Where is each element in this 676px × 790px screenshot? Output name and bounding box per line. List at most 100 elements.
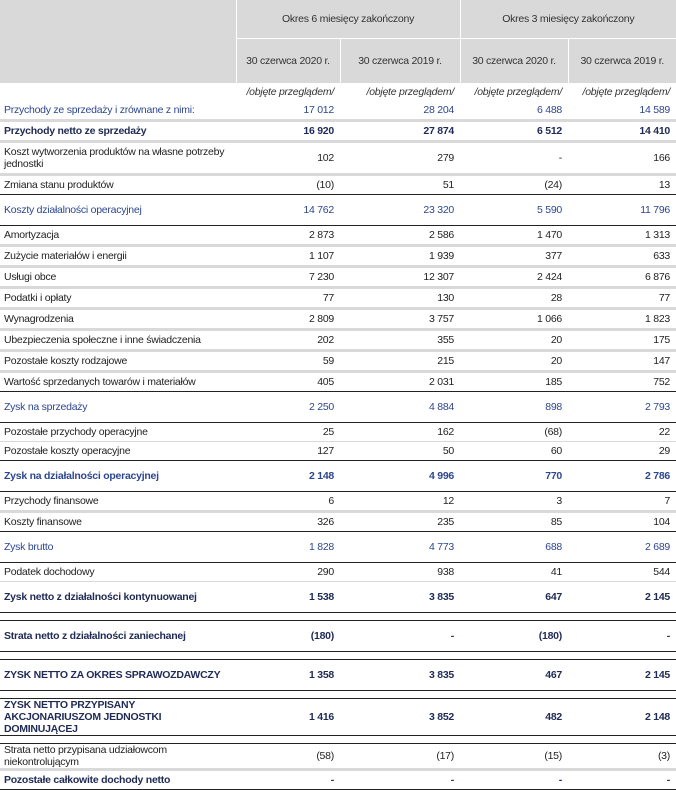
value-cell: 59: [236, 350, 340, 373]
value-cell: 1 470: [460, 225, 569, 247]
value-cell: 482: [460, 698, 569, 736]
value-cell: -: [568, 769, 676, 790]
table-row: Ubezpieczenia społeczne i inne świadczen…: [0, 329, 676, 352]
spacer-cell: [0, 735, 236, 744]
value-cell: 2 250: [236, 391, 340, 423]
value-cell: 355: [340, 329, 461, 352]
value-cell: 1 823: [568, 308, 676, 331]
value-cell: 11 796: [568, 194, 676, 226]
table-row: Koszty działalności operacyjnej 14 762 23 …: [0, 194, 676, 226]
value-cell: 2 145: [568, 581, 676, 613]
value-cell: 4 996: [340, 460, 461, 492]
review-note: /objęte przeglądem/: [582, 86, 671, 98]
table-row: ZYSK NETTO ZA OKRES SPRAWOZDAWCZY 1 358 3 …: [0, 659, 676, 691]
table-body: Przychody ze sprzedaży i zrównane z nimi…: [0, 101, 676, 790]
value-cell: 326: [236, 511, 340, 532]
spacer-row: [0, 690, 676, 699]
table-row: Usługi obce 7 230 12 307 2 424 6 876: [0, 266, 676, 289]
value-cell: 28 204: [340, 101, 461, 122]
spacer-cell: [236, 651, 340, 660]
value-cell: -: [460, 769, 569, 790]
value-cell: 28: [460, 287, 569, 310]
value-cell: 2 873: [236, 225, 340, 247]
value-cell: 938: [340, 562, 461, 582]
value-cell: 77: [236, 287, 340, 310]
spacer-cell: [460, 735, 569, 744]
value-cell: 16 920: [236, 120, 340, 143]
value-cell: (58): [236, 743, 340, 771]
value-cell: 14 589: [568, 101, 676, 122]
spacer-cell: [0, 612, 236, 621]
value-cell: 60: [460, 441, 569, 461]
table-row: Wynagrodzenia 2 809 3 757 1 066 1 823: [0, 308, 676, 331]
value-cell: 12: [340, 491, 461, 513]
value-cell: 2 145: [568, 659, 676, 691]
value-cell: -: [568, 620, 676, 652]
row-label: Przychody ze sprzedaży i zrównane z nimi…: [0, 101, 236, 122]
value-cell: 1 358: [236, 659, 340, 691]
row-label: Pozostałe całkowite dochody netto: [0, 769, 236, 790]
value-cell: 633: [568, 245, 676, 268]
value-cell: 6 876: [568, 266, 676, 289]
spacer-cell: [236, 735, 340, 744]
value-cell: (68): [460, 422, 569, 442]
table-row: ZYSK NETTO PRZYPISANY AKCJONARIUSZOM JED…: [0, 698, 676, 736]
spacer-cell: [236, 690, 340, 699]
table-row: Pozostałe całkowite dochody netto - - - -: [0, 769, 676, 790]
value-cell: 130: [340, 287, 461, 310]
table-row: Pozostałe przychody operacyjne 25 162 (68) 2…: [0, 422, 676, 442]
review-note: /objęte przeglądem/: [366, 86, 455, 98]
value-cell: 3: [460, 491, 569, 513]
spacer-cell: [568, 690, 676, 699]
table-row: Amortyzacja 2 873 2 586 1 470 1 313: [0, 225, 676, 247]
row-label: Zysk netto z działalności kontynuowanej: [0, 581, 236, 613]
value-cell: (180): [460, 620, 569, 652]
value-cell: 20: [460, 350, 569, 373]
value-cell: 4 884: [340, 391, 461, 423]
table-row: Przychody finansowe 6 12 3 7: [0, 491, 676, 513]
value-cell: 405: [236, 371, 340, 392]
date-header: 30 czerwca 2020 r.: [235, 38, 340, 83]
value-cell: 7: [568, 491, 676, 513]
value-cell: 770: [460, 460, 569, 492]
row-label: Podatki i opłaty: [0, 287, 236, 310]
value-cell: 2 148: [236, 460, 340, 492]
table-row: Pozostałe koszty operacyjne 127 50 60 29: [0, 441, 676, 461]
value-cell: 7 230: [236, 266, 340, 289]
value-cell: 544: [568, 562, 676, 582]
review-note: /objęte przeglądem/: [246, 86, 335, 98]
value-cell: (17): [340, 743, 461, 771]
row-label: Podatek dochodowy: [0, 562, 236, 582]
value-cell: 51: [340, 174, 461, 195]
value-cell: 147: [568, 350, 676, 373]
value-cell: 279: [340, 141, 461, 176]
value-cell: 1 828: [236, 531, 340, 563]
value-cell: 1 313: [568, 225, 676, 247]
header-blank-cell: [0, 0, 236, 83]
period-3-months-header: Okres 3 miesięcy zakończony: [459, 0, 676, 39]
value-cell: -: [340, 620, 461, 652]
row-label: Pozostałe koszty operacyjne: [0, 441, 236, 461]
value-cell: 3 757: [340, 308, 461, 331]
value-cell: 2 424: [460, 266, 569, 289]
row-label: Ubezpieczenia społeczne i inne świadczen…: [0, 329, 236, 352]
table-row: Wartość sprzedanych towarów i materiałów…: [0, 371, 676, 392]
value-cell: 14 762: [236, 194, 340, 226]
table-row: Zużycie materiałów i energii 1 107 1 939 37…: [0, 245, 676, 268]
table-row: Przychody ze sprzedaży i zrównane z nimi…: [0, 101, 676, 122]
value-cell: 2 689: [568, 531, 676, 563]
value-cell: 127: [236, 441, 340, 461]
row-label: Przychody netto ze sprzedaży: [0, 120, 236, 143]
row-label: Zysk na sprzedaży: [0, 391, 236, 423]
value-cell: 162: [340, 422, 461, 442]
value-cell: 2 148: [568, 698, 676, 736]
value-cell: 3 852: [340, 698, 461, 736]
value-cell: 202: [236, 329, 340, 352]
table-row: Zysk na sprzedaży 2 250 4 884 898 2 793: [0, 391, 676, 423]
row-label: Wartość sprzedanych towarów i materiałów: [0, 371, 236, 392]
spacer-cell: [0, 690, 236, 699]
spacer-cell: [0, 651, 236, 660]
row-label: Amortyzacja: [0, 225, 236, 247]
spacer-cell: [236, 612, 340, 621]
